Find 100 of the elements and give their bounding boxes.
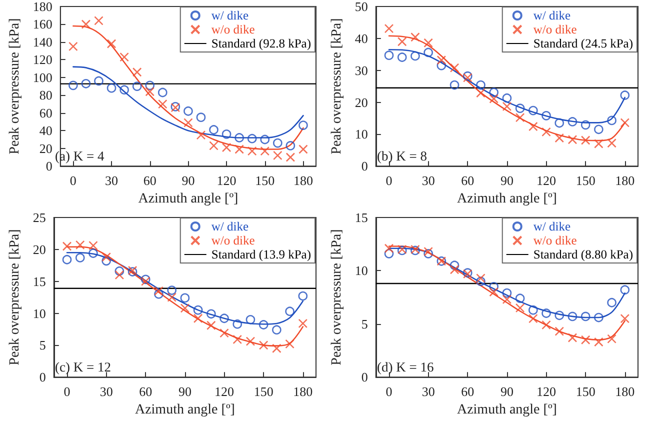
point (196, 112, 206, 122)
y-tick-label: 160 (32, 16, 52, 32)
point (145, 80, 155, 90)
point (580, 335, 590, 345)
point (594, 312, 604, 322)
x-tick-label: 120 (216, 173, 236, 188)
y-tick-label: 15 (354, 210, 368, 225)
point (180, 293, 190, 303)
x-tick-label: 150 (254, 384, 274, 400)
point (94, 16, 104, 26)
point (594, 124, 604, 134)
point (260, 134, 270, 144)
point (273, 150, 282, 160)
point (158, 99, 168, 109)
point (247, 146, 257, 156)
x-axis-title: Azimuth angle [º] (456, 192, 557, 206)
point (132, 67, 142, 77)
point (554, 133, 564, 143)
point (607, 298, 616, 308)
y-tick-label: 10 (354, 263, 368, 278)
point (568, 134, 578, 144)
point (489, 88, 498, 98)
point (298, 291, 308, 301)
point (424, 246, 433, 256)
point (450, 63, 460, 72)
point (515, 294, 525, 304)
point (184, 118, 193, 128)
y-tick-label: 0 (361, 370, 368, 385)
point (258, 320, 268, 330)
point (272, 344, 282, 354)
point (154, 286, 164, 296)
legend-label: w/o dike (533, 234, 578, 248)
point (620, 285, 630, 294)
point (436, 55, 446, 65)
x-axis-title: Azimuth angle [º] (456, 402, 557, 418)
annotation: (c) K = 12 (55, 360, 111, 374)
point (542, 127, 551, 137)
point (410, 32, 420, 42)
x-tick-label: 180 (615, 384, 635, 400)
y-axis-title: Peak overpressure [kPa] (330, 18, 344, 154)
x-tick-label: 90 (500, 384, 514, 400)
x-tick-label: 30 (100, 384, 113, 400)
point (193, 305, 203, 315)
point (209, 125, 218, 134)
point (258, 340, 268, 350)
point (298, 318, 308, 328)
point (145, 86, 155, 96)
y-tick-label: 5 (361, 316, 368, 332)
x-tick-label: 0 (64, 384, 70, 400)
point (384, 24, 394, 34)
x-tick-label: 120 (536, 384, 556, 400)
point (94, 76, 104, 86)
y-tick-label: 5 (39, 338, 46, 353)
point (528, 106, 538, 116)
point (397, 52, 407, 62)
legend-label: Standard (8.80 kPa) (533, 248, 634, 262)
point (120, 85, 129, 94)
point (620, 90, 630, 100)
x-tick-label: 0 (70, 173, 76, 188)
y-tick-label: 60 (39, 105, 52, 120)
point (247, 134, 257, 144)
point (489, 287, 498, 297)
point (286, 152, 296, 162)
point (206, 320, 216, 330)
point (62, 242, 72, 251)
point (580, 120, 590, 130)
x-tick-label: 60 (143, 173, 156, 188)
point (489, 282, 498, 292)
legend-label: w/o dike (211, 234, 256, 248)
point (384, 249, 394, 258)
point (220, 314, 229, 324)
x-axis-title: Azimuth angle [º] (138, 192, 238, 206)
y-tick-label: 140 (32, 34, 52, 50)
point (222, 130, 232, 139)
point (167, 286, 176, 295)
point (180, 304, 190, 313)
annotation: (b) K = 8 (377, 148, 428, 164)
point (528, 314, 538, 324)
point (476, 274, 486, 283)
y-tick-label: 50 (354, 0, 368, 14)
x-tick-label: 0 (386, 384, 392, 400)
point (193, 314, 203, 324)
point (81, 20, 91, 29)
point (515, 104, 525, 113)
point (384, 244, 394, 254)
point (424, 38, 433, 48)
point (515, 303, 525, 313)
point (397, 36, 407, 46)
point (132, 82, 142, 91)
point (62, 254, 72, 264)
x-tick-label: 30 (422, 173, 435, 188)
legend-label: Standard (13.9 kPa) (211, 248, 312, 262)
x-tick-label: 150 (576, 384, 596, 400)
y-axis-title: Peak overpressure [kPa] (330, 229, 344, 366)
y-tick-label: 20 (32, 242, 46, 257)
point (568, 333, 578, 342)
point (476, 80, 486, 90)
legend-label: Standard (92.8 kPa) (211, 36, 312, 50)
point (620, 118, 630, 128)
legend-label: Standard (24.5 kPa) (533, 36, 634, 50)
